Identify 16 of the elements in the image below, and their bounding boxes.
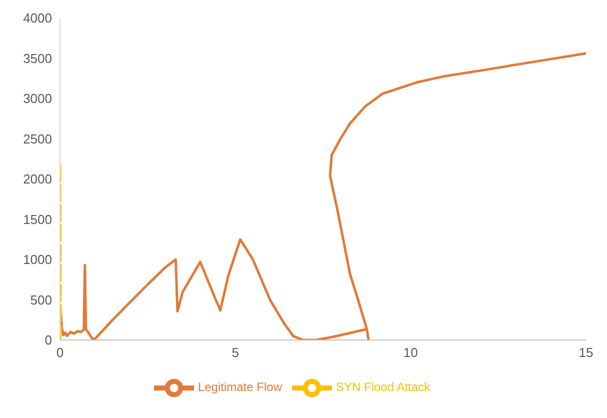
y-tick-label: 2500 [23, 131, 52, 146]
y-tick-label: 500 [30, 292, 52, 308]
x-tick-label: 10 [403, 345, 418, 360]
y-tick-label: 1500 [23, 212, 52, 227]
line-series [60, 52, 586, 340]
legend-label: SYN Flood Attack [336, 380, 430, 394]
y-tick-label: 3000 [23, 91, 52, 106]
y-tick-label: 2000 [23, 172, 52, 187]
x-tick-label: 15 [578, 345, 594, 360]
y-tick-label: 4000 [23, 10, 52, 26]
y-tick-label: 3500 [23, 50, 52, 66]
x-tick-label: 0 [56, 345, 64, 360]
y-tick-label: 0 [44, 332, 52, 348]
x-tick-label: 5 [232, 345, 239, 360]
legend-label: Legitimate Flow [198, 380, 282, 394]
y-tick-label: 1000 [23, 252, 52, 268]
